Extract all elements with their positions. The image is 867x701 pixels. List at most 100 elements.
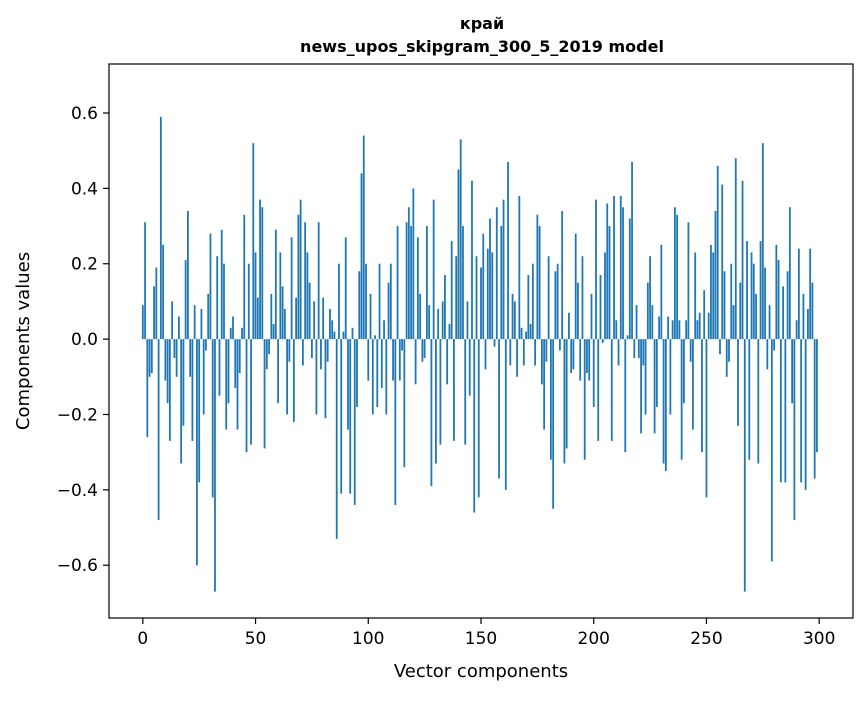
bar-41 xyxy=(234,339,237,389)
bar-117 xyxy=(405,222,408,340)
bar-170 xyxy=(525,331,527,340)
bar-234 xyxy=(669,339,672,415)
bar-121 xyxy=(414,339,417,385)
bar-32 xyxy=(214,339,216,592)
x-axis-ticks: 0 50 100 150 200 250 300 xyxy=(137,618,835,649)
bar-296 xyxy=(809,248,812,340)
bar-164 xyxy=(511,293,514,340)
bar-8 xyxy=(159,116,162,340)
bar-142 xyxy=(462,226,464,340)
bar-140 xyxy=(457,169,460,340)
bar-135 xyxy=(446,339,449,385)
y-tick-label: −0.4 xyxy=(57,481,98,501)
bar-126 xyxy=(425,226,428,340)
bar-224 xyxy=(646,282,649,340)
bar-40 xyxy=(232,316,234,340)
bar-2 xyxy=(146,339,149,438)
bar-203 xyxy=(599,275,602,340)
bar-291 xyxy=(797,248,800,340)
bar-77 xyxy=(315,339,318,415)
bar-132 xyxy=(439,339,442,445)
bar-24 xyxy=(196,339,198,566)
bar-245 xyxy=(694,252,697,340)
bar-143 xyxy=(464,339,467,445)
bar-253 xyxy=(712,252,715,340)
bar-101 xyxy=(369,293,372,340)
bar-264 xyxy=(737,339,739,426)
bar-154 xyxy=(489,218,491,340)
bar-237 xyxy=(676,214,679,340)
bar-95 xyxy=(356,339,358,407)
bar-25 xyxy=(198,339,201,483)
bar-105 xyxy=(378,263,381,340)
bar-197 xyxy=(586,339,588,374)
bar-122 xyxy=(416,237,419,340)
bar-116 xyxy=(403,339,406,468)
bar-107 xyxy=(383,320,385,340)
bar-85 xyxy=(333,331,336,340)
bar-56 xyxy=(268,339,270,355)
bar-232 xyxy=(664,339,667,472)
bar-87 xyxy=(338,263,340,340)
bar-242 xyxy=(687,222,690,340)
bar-137 xyxy=(450,241,453,340)
bar-191 xyxy=(572,339,575,370)
bar-84 xyxy=(331,320,334,340)
bar-251 xyxy=(707,312,710,340)
bar-261 xyxy=(730,263,733,340)
bar-45 xyxy=(243,214,246,340)
bar-19 xyxy=(184,259,187,340)
bar-65 xyxy=(288,339,291,362)
bar-43 xyxy=(238,339,241,374)
bar-34 xyxy=(218,339,221,396)
bar-155 xyxy=(491,252,494,340)
bar-37 xyxy=(225,339,228,430)
bar-263 xyxy=(734,158,737,340)
bar-219 xyxy=(635,305,638,340)
bar-260 xyxy=(728,339,730,362)
bar-230 xyxy=(660,244,663,340)
bar-248 xyxy=(701,339,703,453)
bar-62 xyxy=(281,286,284,340)
bar-147 xyxy=(473,339,476,513)
bar-286 xyxy=(786,271,789,340)
bar-72 xyxy=(304,222,307,340)
bar-10 xyxy=(164,339,167,381)
bar-146 xyxy=(471,180,473,340)
bar-171 xyxy=(527,275,530,340)
bar-103 xyxy=(374,335,376,340)
bar-86 xyxy=(335,339,338,539)
bar-193 xyxy=(577,282,579,340)
bar-38 xyxy=(227,339,230,404)
bar-228 xyxy=(655,339,658,407)
bar-246 xyxy=(696,320,699,340)
bar-153 xyxy=(486,248,489,340)
bar-70 xyxy=(299,199,302,340)
y-axis-label: Components values xyxy=(13,252,34,430)
bar-215 xyxy=(626,335,629,340)
bar-168 xyxy=(520,327,523,340)
bar-266 xyxy=(741,180,744,340)
bar-7 xyxy=(157,339,160,521)
bar-283 xyxy=(779,339,782,483)
bar-80 xyxy=(322,297,325,340)
bar-60 xyxy=(277,339,279,404)
bar-239 xyxy=(680,339,683,460)
x-tick-label: 150 xyxy=(465,629,497,649)
bar-133 xyxy=(441,301,444,340)
bar-174 xyxy=(534,339,537,366)
bar-67 xyxy=(292,339,295,423)
bar-169 xyxy=(522,339,525,366)
bar-243 xyxy=(689,339,692,362)
plot-frame xyxy=(108,63,854,619)
bar-205 xyxy=(604,252,606,340)
bar-182 xyxy=(552,339,555,509)
x-tick-label: 100 xyxy=(352,629,384,649)
bar-185 xyxy=(559,339,561,351)
bar-209 xyxy=(613,195,615,340)
bar-176 xyxy=(538,226,541,340)
bar-9 xyxy=(162,244,165,340)
bar-294 xyxy=(804,339,807,490)
bar-131 xyxy=(437,308,440,340)
